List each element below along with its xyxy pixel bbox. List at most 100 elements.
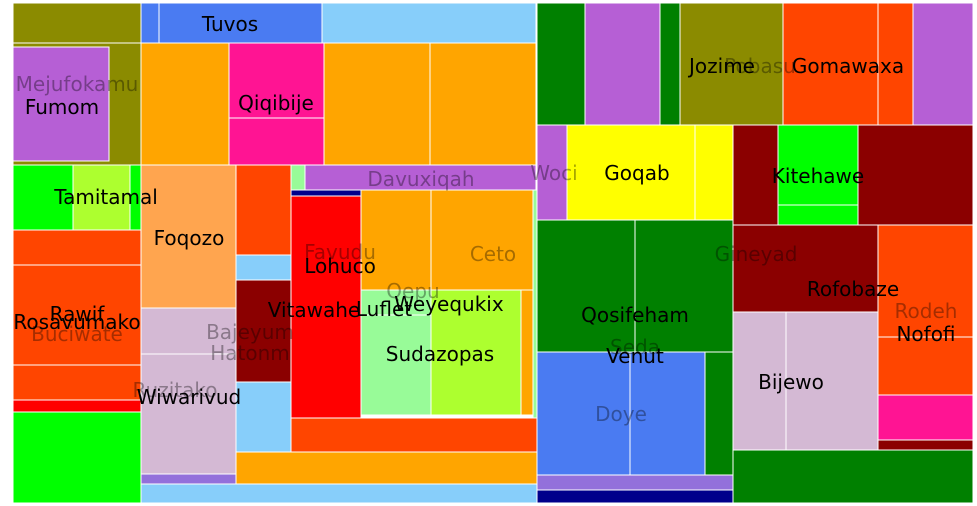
treemap-cell-27 (140, 483, 538, 504)
treemap-cell-21 (235, 254, 292, 281)
treemap-cell-39 (430, 289, 522, 416)
treemap-label-sudazopas: Sudazopas (386, 342, 494, 366)
treemap-cell-48 (536, 124, 568, 221)
treemap-cell-26 (140, 473, 237, 485)
treemap-cell-55 (777, 204, 859, 226)
treemap-cell-17 (12, 399, 142, 413)
treemap-label-ruzitako: Ruzitako (133, 378, 218, 402)
treemap-cell-43 (659, 2, 681, 126)
treemap-cell-57 (732, 224, 879, 313)
treemap-label-buciwate: Buciwate (31, 322, 123, 346)
treemap-cell-40 (520, 289, 534, 416)
treemap-cell-52 (634, 219, 734, 353)
treemap-cell-59 (877, 336, 974, 396)
treemap-cell-0 (12, 2, 142, 44)
treemap-cell-2 (158, 2, 323, 44)
treemap-label-nofofi: Nofofi (896, 322, 955, 346)
treemap-label-rodeh: Rodeh (895, 299, 958, 323)
treemap-cell-14 (12, 229, 142, 266)
treemap-label-bajeyum: Bajeyum (206, 320, 294, 344)
treemap-label-qiqibije: Qiqibije (238, 91, 314, 115)
treemap-cell-36 (532, 189, 538, 419)
treemap-cell-67 (536, 474, 734, 491)
treemap-cell-51 (536, 219, 636, 353)
treemap-cell-28 (235, 451, 538, 485)
treemap-cell-65 (732, 311, 787, 451)
treemap-label-wiwarivud: Wiwarivud (137, 385, 242, 409)
treemap-cell-31 (290, 189, 362, 197)
treemap-cell-42 (584, 2, 661, 126)
treemap-cell-45 (782, 2, 879, 126)
treemap-cell-6 (140, 42, 230, 166)
treemap-cell-10 (429, 42, 537, 166)
treemap-cell-20 (235, 164, 292, 256)
treemap-cell-64 (704, 351, 734, 476)
treemap-cell-24 (140, 353, 237, 475)
treemap-cell-54 (777, 124, 859, 206)
treemap-cell-7 (228, 42, 325, 119)
treemap-cell-8 (228, 117, 325, 166)
treemap-label-kitehawe: Kitehawe (772, 164, 864, 188)
treemap-cell-41 (536, 2, 586, 126)
treemap-label-gineyad: Gineyad (715, 242, 798, 266)
treemap-cell-66 (785, 311, 879, 451)
treemap-cell-62 (536, 351, 631, 476)
treemap-cell-38 (360, 314, 432, 416)
treemap-label-woci: Woci (530, 161, 577, 185)
treemap-cell-58 (877, 224, 974, 338)
treemap-label-seda: Seda (610, 335, 660, 359)
treemap-label-mejufokamu: Mejufokamu (16, 72, 139, 96)
treemap-label-fumom: Fumom (25, 95, 99, 119)
treemap-cell-29 (290, 164, 306, 191)
treemap-cell-1 (140, 2, 160, 44)
treemap-cells (12, 2, 974, 504)
treemap-label-foqozo: Foqozo (154, 226, 225, 250)
treemap-cell-12 (72, 164, 131, 231)
treemap-label-rofobaze: Rofobaze (807, 277, 899, 301)
treemap-label-jozime: Jozime (687, 54, 755, 78)
treemap-label-goqab: Goqab (604, 161, 669, 185)
treemap-cell-35 (430, 189, 534, 291)
treemap-cell-32 (290, 195, 362, 419)
treemap-label-qosifeham: Qosifeham (581, 303, 689, 327)
treemap-label-doye: Doye (595, 402, 647, 426)
treemap-cell-15 (12, 264, 142, 366)
treemap-label-venut: Venut (606, 344, 664, 368)
treemap-label-tamitamal: Tamitamal (53, 185, 158, 209)
treemap-cell-18 (12, 411, 142, 504)
treemap-label-hatonm: Hatonm (210, 341, 290, 365)
treemap-cell-47 (912, 2, 974, 126)
treemap-cell-68 (536, 489, 734, 504)
treemap-label-tuvos: Tuvos (201, 12, 258, 36)
treemap-label-ceto: Ceto (470, 242, 516, 266)
treemap-cell-3 (321, 2, 537, 44)
treemap-label-rosavumako: Rosavumako (13, 310, 140, 334)
treemap-label-favudu: Favudu (304, 240, 376, 264)
treemap-cell-56 (857, 124, 974, 226)
treemap-cell-19 (140, 164, 237, 309)
treemap-label-luflet: Luflet (356, 297, 412, 321)
treemap-label-weyequkix: Weyequkix (394, 292, 504, 316)
treemap-cell-34 (360, 189, 432, 291)
treemap-cell-25 (235, 381, 292, 453)
treemap-label-pobasu: Pobasu (724, 54, 796, 78)
treemap-label-bijewo: Bijewo (758, 370, 824, 394)
treemap-cell-33 (290, 417, 538, 453)
treemap-cell-5 (12, 46, 110, 162)
treemap-cell-53 (732, 124, 779, 226)
treemap-label-lohuco: Lohuco (304, 254, 376, 278)
treemap-cell-69 (732, 449, 974, 504)
treemap-label-gomawaxa: Gomawaxa (792, 54, 904, 78)
treemap-cell-61 (877, 439, 974, 451)
treemap-cell-60 (877, 394, 974, 441)
treemap-cell-50 (694, 124, 734, 221)
treemap-label-rawif: Rawif (50, 302, 106, 326)
treemap-cell-9 (323, 42, 431, 166)
treemap-label-davuxiqah: Davuxiqah (367, 167, 474, 191)
treemap-cell-23 (235, 279, 292, 383)
treemap-label-qepu: Qepu (386, 279, 439, 303)
treemap-label-vitawahe: Vitawahe (268, 298, 361, 322)
treemap-cell-16 (12, 364, 142, 401)
